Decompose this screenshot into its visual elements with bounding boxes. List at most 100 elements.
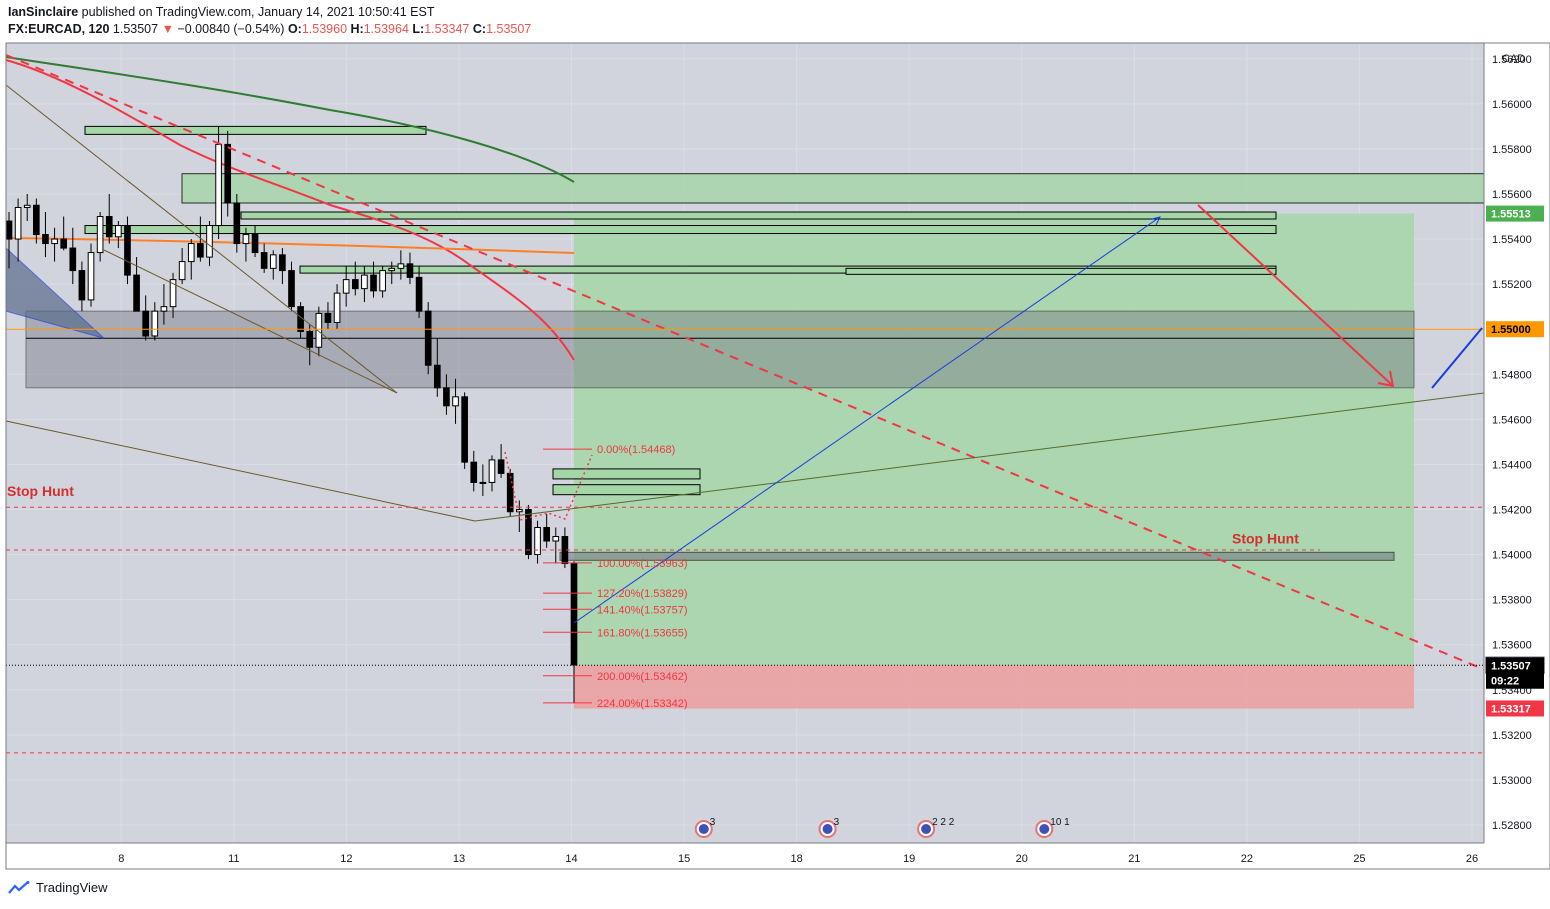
candle-body — [506, 472, 514, 513]
x-tick-label: 22 — [1241, 853, 1253, 865]
zone-box — [84, 225, 1277, 235]
y-tick-label: 1.55600 — [1492, 189, 1532, 201]
candle-body — [461, 396, 468, 463]
x-tick-label: 8 — [118, 853, 124, 865]
candle-body — [33, 204, 40, 236]
y-tick-label: 1.55400 — [1492, 234, 1532, 246]
candle-body — [351, 279, 359, 290]
candle-body — [224, 143, 232, 204]
candle-body — [479, 481, 487, 484]
event-markers[interactable]: 3 3 2 2 2 10 1 — [694, 817, 1070, 838]
x-tick-label: 12 — [340, 853, 352, 865]
zone-box — [84, 125, 427, 135]
brown-trendline — [5, 84, 398, 394]
loss-zone — [574, 665, 1414, 709]
candle-body — [178, 261, 186, 281]
moving-averages — [5, 56, 575, 361]
fib-label: 141.40%(1.53757) — [597, 604, 688, 616]
last-price: 1.53507 — [112, 22, 159, 36]
candle-body — [388, 267, 396, 272]
publisher-name[interactable]: IanSinclaire — [8, 5, 79, 19]
candle-body — [115, 225, 122, 238]
price-badge-text: 1.55000 — [1491, 324, 1531, 336]
price-badge-text: 1.55513 — [1491, 209, 1531, 221]
event-count: 2 2 2 — [932, 817, 955, 828]
symbol-label[interactable]: FX:EURCAD, 120 — [8, 22, 110, 36]
stop-hunt-label: Stop Hunt — [7, 483, 74, 499]
candle-body — [315, 312, 323, 348]
event-count: 3 — [710, 817, 716, 828]
candle-body — [543, 527, 550, 542]
candle-body — [497, 459, 505, 474]
y-tick-label: 1.54800 — [1492, 369, 1532, 381]
candle-body — [397, 263, 405, 269]
red-arrowhead — [1377, 370, 1395, 388]
red-dashed-trendline — [5, 54, 1485, 671]
x-tick-label: 18 — [791, 853, 803, 865]
time-axis[interactable]: 8 11 12 13 14 15 18 19 20 21 22 25 26 — [118, 853, 1478, 865]
candle-body — [552, 536, 560, 542]
zone-box — [559, 551, 1395, 561]
price-badge — [1486, 672, 1544, 689]
footer: TradingView — [8, 880, 108, 895]
y-tick-label: 1.53200 — [1492, 730, 1532, 742]
candle-body — [251, 234, 259, 254]
candle-body — [87, 252, 95, 301]
candle-body — [60, 238, 68, 249]
candle-body — [242, 234, 250, 245]
candle-body — [306, 330, 314, 348]
x-tick-label: 25 — [1353, 853, 1365, 865]
ma-green-line — [5, 56, 575, 183]
x-tick-label: 15 — [678, 853, 690, 865]
y-tick-label: 1.54600 — [1492, 414, 1532, 426]
candle-body — [333, 292, 341, 323]
candle-body — [534, 527, 541, 556]
time-axis-bg — [6, 843, 1484, 869]
candle-body — [370, 274, 377, 292]
open-label: O: — [287, 22, 302, 36]
candle-body — [187, 243, 195, 263]
candle-body — [443, 387, 450, 407]
event-flag-icon — [822, 824, 833, 834]
candle-body — [361, 274, 368, 290]
candle-body — [160, 306, 168, 312]
tradingview-brand[interactable]: TradingView — [36, 880, 108, 895]
y-tick-label: 1.54000 — [1492, 550, 1532, 562]
candle-body — [105, 216, 113, 238]
brown-trendline — [103, 249, 398, 394]
candle-body — [424, 310, 432, 366]
blue-projection-line — [573, 216, 1161, 624]
zone-box — [552, 468, 701, 480]
candle-body — [14, 207, 22, 240]
price-badge — [1486, 321, 1544, 338]
event-flag-icon — [698, 824, 709, 834]
candle-body — [488, 459, 496, 483]
candle-body — [206, 225, 213, 258]
price-badge — [1486, 657, 1544, 674]
candle-body — [69, 247, 77, 272]
x-tick-label: 14 — [565, 853, 577, 865]
candle-body — [452, 396, 459, 407]
fib-label: 161.80%(1.53655) — [597, 627, 688, 639]
candle-body — [96, 216, 104, 254]
price-badge-text: 1.53317 — [1491, 703, 1531, 715]
ma-orange-line — [5, 237, 575, 254]
low-label: L: — [412, 22, 425, 36]
y-tick-label: 1.54200 — [1492, 504, 1532, 516]
zones — [5, 125, 1485, 709]
x-tick-label: 26 — [1466, 853, 1478, 865]
y-tick-label: 1.54400 — [1492, 459, 1532, 471]
down-arrow-icon: ▼ — [161, 22, 174, 36]
price-badge-text: 1.53507 — [1491, 661, 1531, 673]
candle-body — [525, 508, 532, 556]
candle-body — [51, 238, 58, 245]
candle-body — [433, 364, 441, 389]
y-tick-label: 1.56000 — [1492, 99, 1532, 111]
candle-body — [133, 274, 140, 312]
event-count: 10 1 — [1050, 817, 1070, 828]
change-value: −0.00840 (−0.54%) — [177, 22, 285, 36]
y-tick-label: 1.53800 — [1492, 595, 1532, 607]
y-tick-label: 1.52800 — [1492, 820, 1532, 832]
candle-body — [415, 276, 423, 312]
